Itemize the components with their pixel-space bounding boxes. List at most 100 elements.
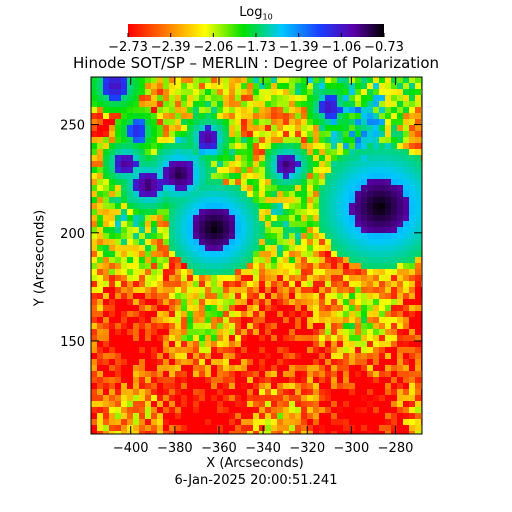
heatmap-cell — [121, 143, 127, 149]
heatmap-cell — [223, 197, 229, 203]
heatmap-cell — [163, 173, 169, 179]
heatmap-cell — [175, 293, 181, 299]
heatmap-cell — [211, 407, 217, 413]
heatmap-cell — [247, 311, 253, 317]
heatmap-cell — [187, 119, 193, 125]
heatmap-cell — [157, 209, 163, 215]
heatmap-cell — [205, 407, 211, 413]
heatmap-cell — [241, 155, 247, 161]
heatmap-cell — [391, 137, 397, 143]
heatmap-cell — [295, 425, 301, 431]
heatmap-cell — [265, 101, 271, 107]
heatmap-cell — [301, 107, 307, 113]
heatmap-cell — [361, 161, 367, 167]
heatmap-cell — [199, 317, 205, 323]
heatmap-cell — [193, 107, 199, 113]
heatmap-cell — [385, 413, 391, 419]
heatmap-cell — [301, 413, 307, 419]
heatmap-cell — [229, 251, 235, 257]
heatmap-cell — [181, 95, 187, 101]
heatmap-cell — [409, 311, 415, 317]
heatmap-cell — [409, 353, 415, 359]
heatmap-cell — [97, 137, 103, 143]
heatmap-cell — [217, 251, 223, 257]
plot-frame — [90, 76, 423, 435]
heatmap-cell — [127, 113, 133, 119]
heatmap-cell — [187, 383, 193, 389]
heatmap-cell — [337, 335, 343, 341]
heatmap-cell — [409, 107, 415, 113]
x-tick-label: −300 — [334, 441, 370, 456]
heatmap-cell — [265, 419, 271, 425]
heatmap-cell — [223, 389, 229, 395]
heatmap-cell — [391, 125, 397, 131]
heatmap-cell — [349, 407, 355, 413]
heatmap-cell — [379, 191, 385, 197]
heatmap-cell — [289, 167, 295, 173]
heatmap-cell — [301, 383, 307, 389]
heatmap-cell — [109, 149, 115, 155]
heatmap-cell — [109, 431, 115, 434]
heatmap-cell — [91, 299, 97, 305]
heatmap-cell — [313, 155, 319, 161]
heatmap-cell — [139, 185, 145, 191]
heatmap-cell — [151, 293, 157, 299]
heatmap-cell — [253, 227, 259, 233]
heatmap-cell — [115, 191, 121, 197]
heatmap-cell — [337, 275, 343, 281]
heatmap-cell — [235, 95, 241, 101]
heatmap-cell — [373, 83, 379, 89]
heatmap-cell — [373, 371, 379, 377]
heatmap-cell — [217, 281, 223, 287]
heatmap-cell — [205, 131, 211, 137]
heatmap-cell — [307, 179, 313, 185]
heatmap-cell — [241, 179, 247, 185]
heatmap-cell — [337, 143, 343, 149]
heatmap-cell — [163, 197, 169, 203]
heatmap-cell — [175, 359, 181, 365]
heatmap-cell — [259, 167, 265, 173]
heatmap-cell — [349, 179, 355, 185]
heatmap-cell — [241, 329, 247, 335]
heatmap-cell — [163, 215, 169, 221]
heatmap-cell — [175, 101, 181, 107]
heatmap-cell — [367, 185, 373, 191]
heatmap-cell — [313, 245, 319, 251]
heatmap-cell — [265, 191, 271, 197]
heatmap-cell — [325, 329, 331, 335]
heatmap-cell — [253, 203, 259, 209]
heatmap-cell — [211, 77, 217, 83]
heatmap-cell — [367, 233, 373, 239]
heatmap-cell — [139, 149, 145, 155]
heatmap-cell — [331, 425, 337, 431]
heatmap-cell — [361, 197, 367, 203]
heatmap-cell — [157, 239, 163, 245]
heatmap-cell — [103, 149, 109, 155]
heatmap-cell — [349, 191, 355, 197]
heatmap-cell — [151, 401, 157, 407]
heatmap-cell — [97, 425, 103, 431]
heatmap-cell — [157, 311, 163, 317]
heatmap-cell — [109, 341, 115, 347]
heatmap-cell — [319, 317, 325, 323]
heatmap-cell — [91, 365, 97, 371]
heatmap-cell — [415, 233, 421, 239]
heatmap-cell — [373, 233, 379, 239]
heatmap-cell — [379, 419, 385, 425]
heatmap-cell — [127, 329, 133, 335]
heatmap-cell — [241, 389, 247, 395]
heatmap-cell — [103, 299, 109, 305]
heatmap-cell — [349, 113, 355, 119]
heatmap-cell — [367, 191, 373, 197]
heatmap-cell — [277, 299, 283, 305]
heatmap-cell — [199, 365, 205, 371]
heatmap-cell — [289, 425, 295, 431]
heatmap-cell — [319, 305, 325, 311]
heatmap-cell — [211, 293, 217, 299]
heatmap-cell — [139, 299, 145, 305]
heatmap-cell — [241, 353, 247, 359]
heatmap-cell — [187, 401, 193, 407]
heatmap-cell — [331, 95, 337, 101]
heatmap-cell — [409, 323, 415, 329]
heatmap-cell — [235, 395, 241, 401]
